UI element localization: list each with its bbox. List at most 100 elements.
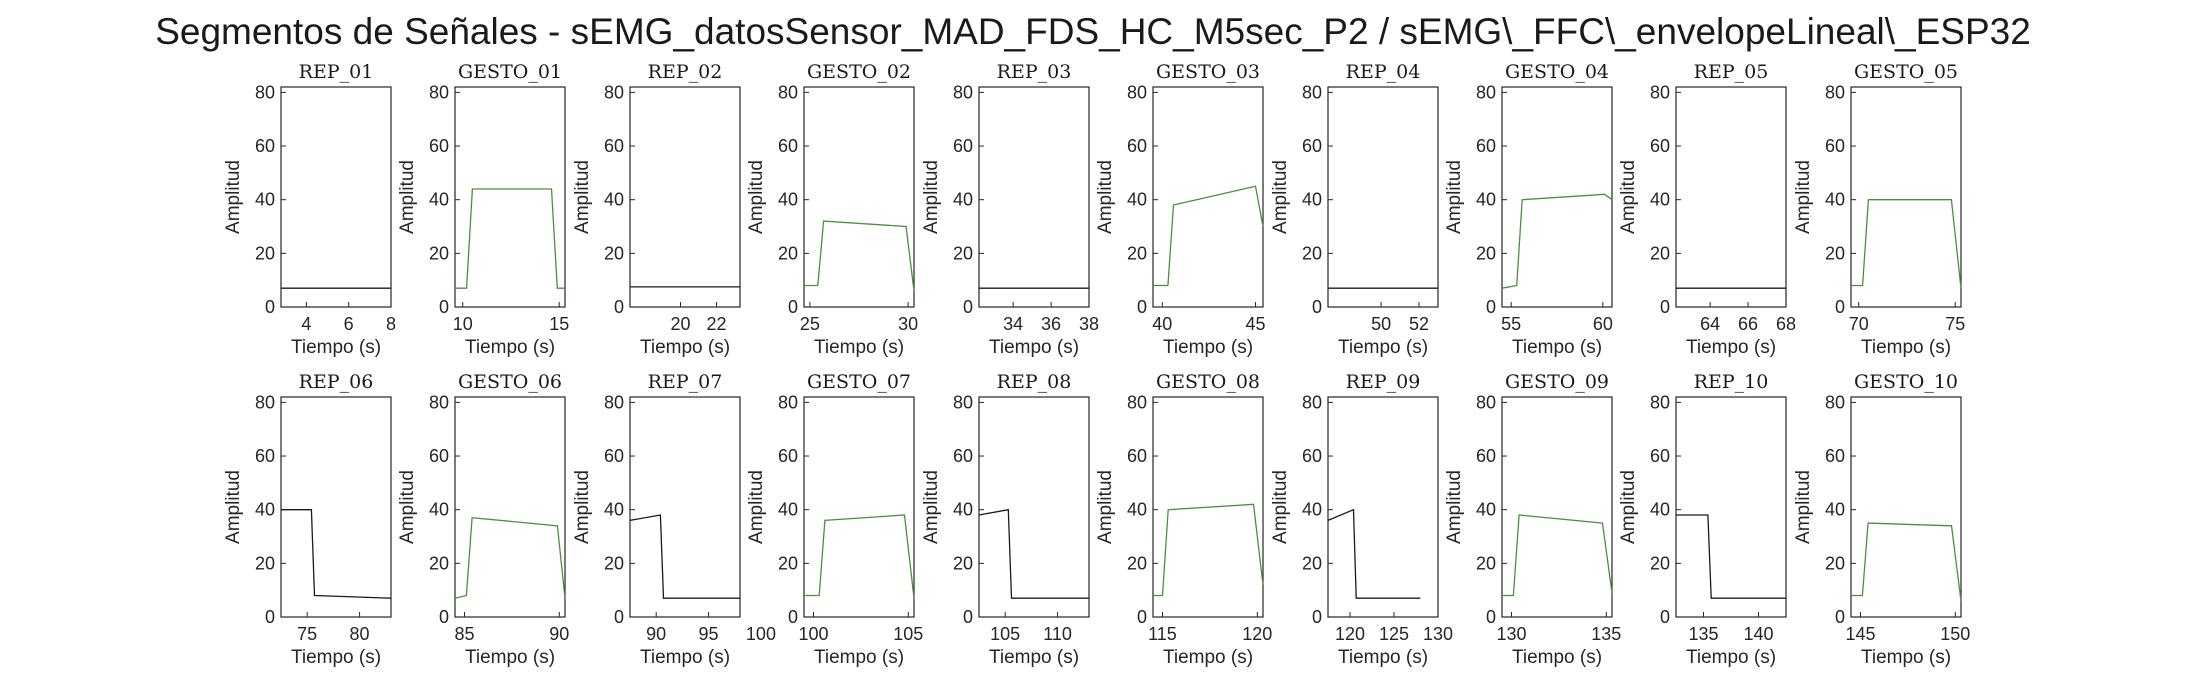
y-tick-label: 80 — [1127, 392, 1147, 412]
x-axis-label: Tiempo (s) — [1163, 647, 1253, 668]
x-tick-label: 52 — [1409, 314, 1429, 334]
signal-line — [1502, 514, 1613, 597]
x-axis-label: Tiempo (s) — [1163, 337, 1253, 358]
y-axis-label: Amplitud — [746, 470, 767, 544]
x-tick-label: 145 — [1845, 624, 1875, 644]
panel-gesto-06: GESTO_06 0 20 40 60 80 85 90 Tiempo (s) Amplitud — [397, 371, 569, 668]
x-tick-label: 68 — [1776, 314, 1796, 334]
y-tick-label: 20 — [1825, 553, 1845, 573]
y-tick-label: 60 — [778, 446, 798, 466]
y-tick-label: 0 — [1137, 607, 1147, 627]
subplot-title: GESTO_01 — [458, 61, 562, 83]
y-axis-label: Amplitud — [1444, 160, 1465, 234]
y-tick-label: 20 — [1127, 243, 1147, 263]
x-tick-label: 4 — [301, 314, 311, 334]
y-tick-label: 60 — [429, 136, 449, 156]
y-tick-label: 20 — [1127, 553, 1147, 573]
x-axis-label: Tiempo (s) — [989, 647, 1079, 668]
subplot-title: GESTO_09 — [1505, 371, 1609, 393]
y-tick-label: 60 — [1476, 446, 1496, 466]
subplot-title: REP_01 — [299, 61, 374, 83]
x-tick-label: 130 — [1423, 624, 1453, 644]
y-tick-label: 0 — [439, 297, 449, 317]
y-tick-label: 40 — [1650, 500, 1670, 520]
y-tick-label: 80 — [1650, 82, 1670, 102]
x-tick-label: 60 — [1593, 314, 1613, 334]
y-tick-label: 60 — [255, 446, 275, 466]
x-tick-label: 66 — [1738, 314, 1758, 334]
y-tick-label: 0 — [1660, 607, 1670, 627]
y-tick-label: 60 — [1825, 136, 1845, 156]
x-tick-label: 55 — [1501, 314, 1521, 334]
x-axis-label: Tiempo (s) — [1686, 337, 1776, 358]
subplot-title: GESTO_10 — [1854, 371, 1958, 393]
plot-area — [803, 86, 915, 308]
x-tick-label: 34 — [1003, 314, 1023, 334]
y-tick-label: 40 — [1825, 190, 1845, 210]
x-tick-label: 6 — [344, 314, 354, 334]
subplot-title: REP_10 — [1694, 371, 1769, 393]
y-tick-label: 60 — [604, 136, 624, 156]
x-axis-label: Tiempo (s) — [1861, 647, 1951, 668]
y-tick-label: 80 — [1302, 82, 1322, 102]
y-axis-label: Amplitud — [397, 160, 418, 234]
plot-area — [1501, 396, 1613, 618]
subplot-title: GESTO_02 — [807, 61, 911, 83]
y-tick-label: 80 — [255, 82, 275, 102]
y-tick-label: 60 — [778, 136, 798, 156]
x-tick-label: 140 — [1743, 624, 1773, 644]
subplot-title: REP_04 — [1346, 61, 1421, 83]
y-tick-label: 20 — [1650, 243, 1670, 263]
plot-area — [978, 86, 1090, 308]
y-tick-label: 80 — [1825, 82, 1845, 102]
x-tick-label: 120 — [1335, 624, 1365, 644]
y-tick-label: 80 — [1127, 82, 1147, 102]
panel-gesto-09: GESTO_09 0 20 40 60 80 130 135 Tiempo (s) Amplitu… — [1444, 371, 1621, 668]
panel-gesto-03: GESTO_03 0 20 40 60 80 40 45 Tiempo (s) Amplitud — [1095, 61, 1266, 358]
plot-area — [1675, 396, 1787, 618]
y-tick-label: 80 — [1476, 392, 1496, 412]
y-tick-label: 80 — [604, 392, 624, 412]
subplot-title: GESTO_08 — [1156, 371, 1260, 393]
y-tick-label: 20 — [1476, 243, 1496, 263]
y-tick-label: 0 — [1312, 607, 1322, 627]
y-tick-label: 80 — [429, 392, 449, 412]
x-axis-label: Tiempo (s) — [1338, 337, 1428, 358]
subplot-title: GESTO_05 — [1854, 61, 1958, 83]
y-tick-label: 40 — [604, 190, 624, 210]
y-tick-label: 0 — [614, 297, 624, 317]
y-tick-label: 20 — [429, 553, 449, 573]
y-tick-label: 60 — [953, 446, 973, 466]
y-tick-label: 40 — [1127, 190, 1147, 210]
y-tick-label: 0 — [1835, 607, 1845, 627]
y-tick-label: 20 — [778, 243, 798, 263]
x-axis-label: Tiempo (s) — [291, 647, 381, 668]
signal-line — [1851, 522, 1962, 601]
x-axis-label: Tiempo (s) — [814, 337, 904, 358]
x-tick-label: 120 — [1242, 624, 1272, 644]
x-axis-label: Tiempo (s) — [465, 337, 555, 358]
x-tick-label: 64 — [1700, 314, 1720, 334]
y-axis-label: Amplitud — [921, 470, 942, 544]
x-tick-label: 25 — [800, 314, 820, 334]
panel-rep-02: REP_02 0 20 40 60 80 20 22 Tiempo (s) Amplitud — [572, 61, 741, 358]
subplot-title: GESTO_06 — [458, 371, 562, 393]
y-tick-label: 40 — [1127, 500, 1147, 520]
x-tick-label: 100 — [798, 624, 828, 644]
x-axis-label: Tiempo (s) — [1861, 337, 1951, 358]
y-tick-label: 40 — [1302, 190, 1322, 210]
y-tick-label: 80 — [953, 82, 973, 102]
x-tick-label: 80 — [350, 624, 370, 644]
x-axis-label: Tiempo (s) — [640, 647, 730, 668]
x-tick-label: 38 — [1079, 314, 1099, 334]
y-tick-label: 40 — [255, 500, 275, 520]
y-tick-label: 20 — [953, 243, 973, 263]
y-tick-label: 40 — [1825, 500, 1845, 520]
x-tick-label: 85 — [454, 624, 474, 644]
y-tick-label: 40 — [1476, 190, 1496, 210]
panel-gesto-05: GESTO_05 0 20 40 60 80 70 75 Tiempo (s) Amplitud — [1793, 61, 1965, 358]
x-tick-label: 75 — [1945, 314, 1965, 334]
subplot-title: GESTO_03 — [1156, 61, 1260, 83]
